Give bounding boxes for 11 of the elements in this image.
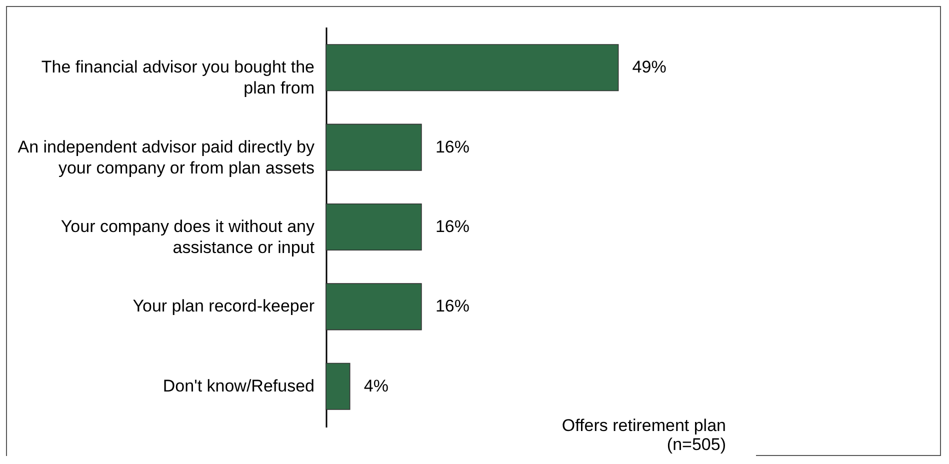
annotation: Offers retirement plan (n=505) [562, 416, 726, 454]
data-label: 49% [632, 58, 666, 77]
y-tick-label: Don't know/Refused [162, 376, 314, 396]
y-tick-label: Your plan record-keeper [132, 296, 315, 316]
y-tick-label: An independent advisor paid directly by your company or from plan assets [18, 137, 315, 178]
y-tick-label: Your company does it without any assistance or input [60, 217, 315, 257]
data-label: 4% [364, 376, 388, 396]
data-label: 16% [435, 137, 470, 156]
data-label: 16% [435, 217, 470, 236]
data-label: 16% [435, 296, 470, 316]
y-tick-label: The financial advisor you bought the plan from [41, 58, 314, 98]
